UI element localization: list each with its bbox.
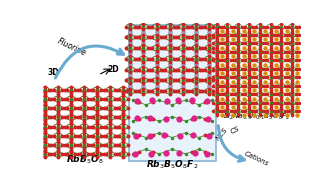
Text: 2D: 2D <box>107 65 119 74</box>
Text: Fluorine: Fluorine <box>56 37 88 58</box>
FancyArrowPatch shape <box>218 125 244 161</box>
Text: 3D: 3D <box>47 68 59 77</box>
FancyArrowPatch shape <box>55 46 124 78</box>
Text: NCS: NCS <box>215 127 229 142</box>
Text: Rb$_3$B$_5$O$_8$F$_2$: Rb$_3$B$_5$O$_8$F$_2$ <box>146 158 198 171</box>
Text: Cations: Cations <box>243 151 270 167</box>
Text: RbB$_5$O$_8$: RbB$_5$O$_8$ <box>66 153 104 166</box>
FancyBboxPatch shape <box>129 25 216 160</box>
Text: CS: CS <box>229 126 241 135</box>
Text: Li$_2$Na$_{0.9}$K$_{0.1}$B$_5$O$_8$F$_2$: Li$_2$Na$_{0.9}$K$_{0.1}$B$_5$O$_8$F$_2$ <box>223 112 290 122</box>
